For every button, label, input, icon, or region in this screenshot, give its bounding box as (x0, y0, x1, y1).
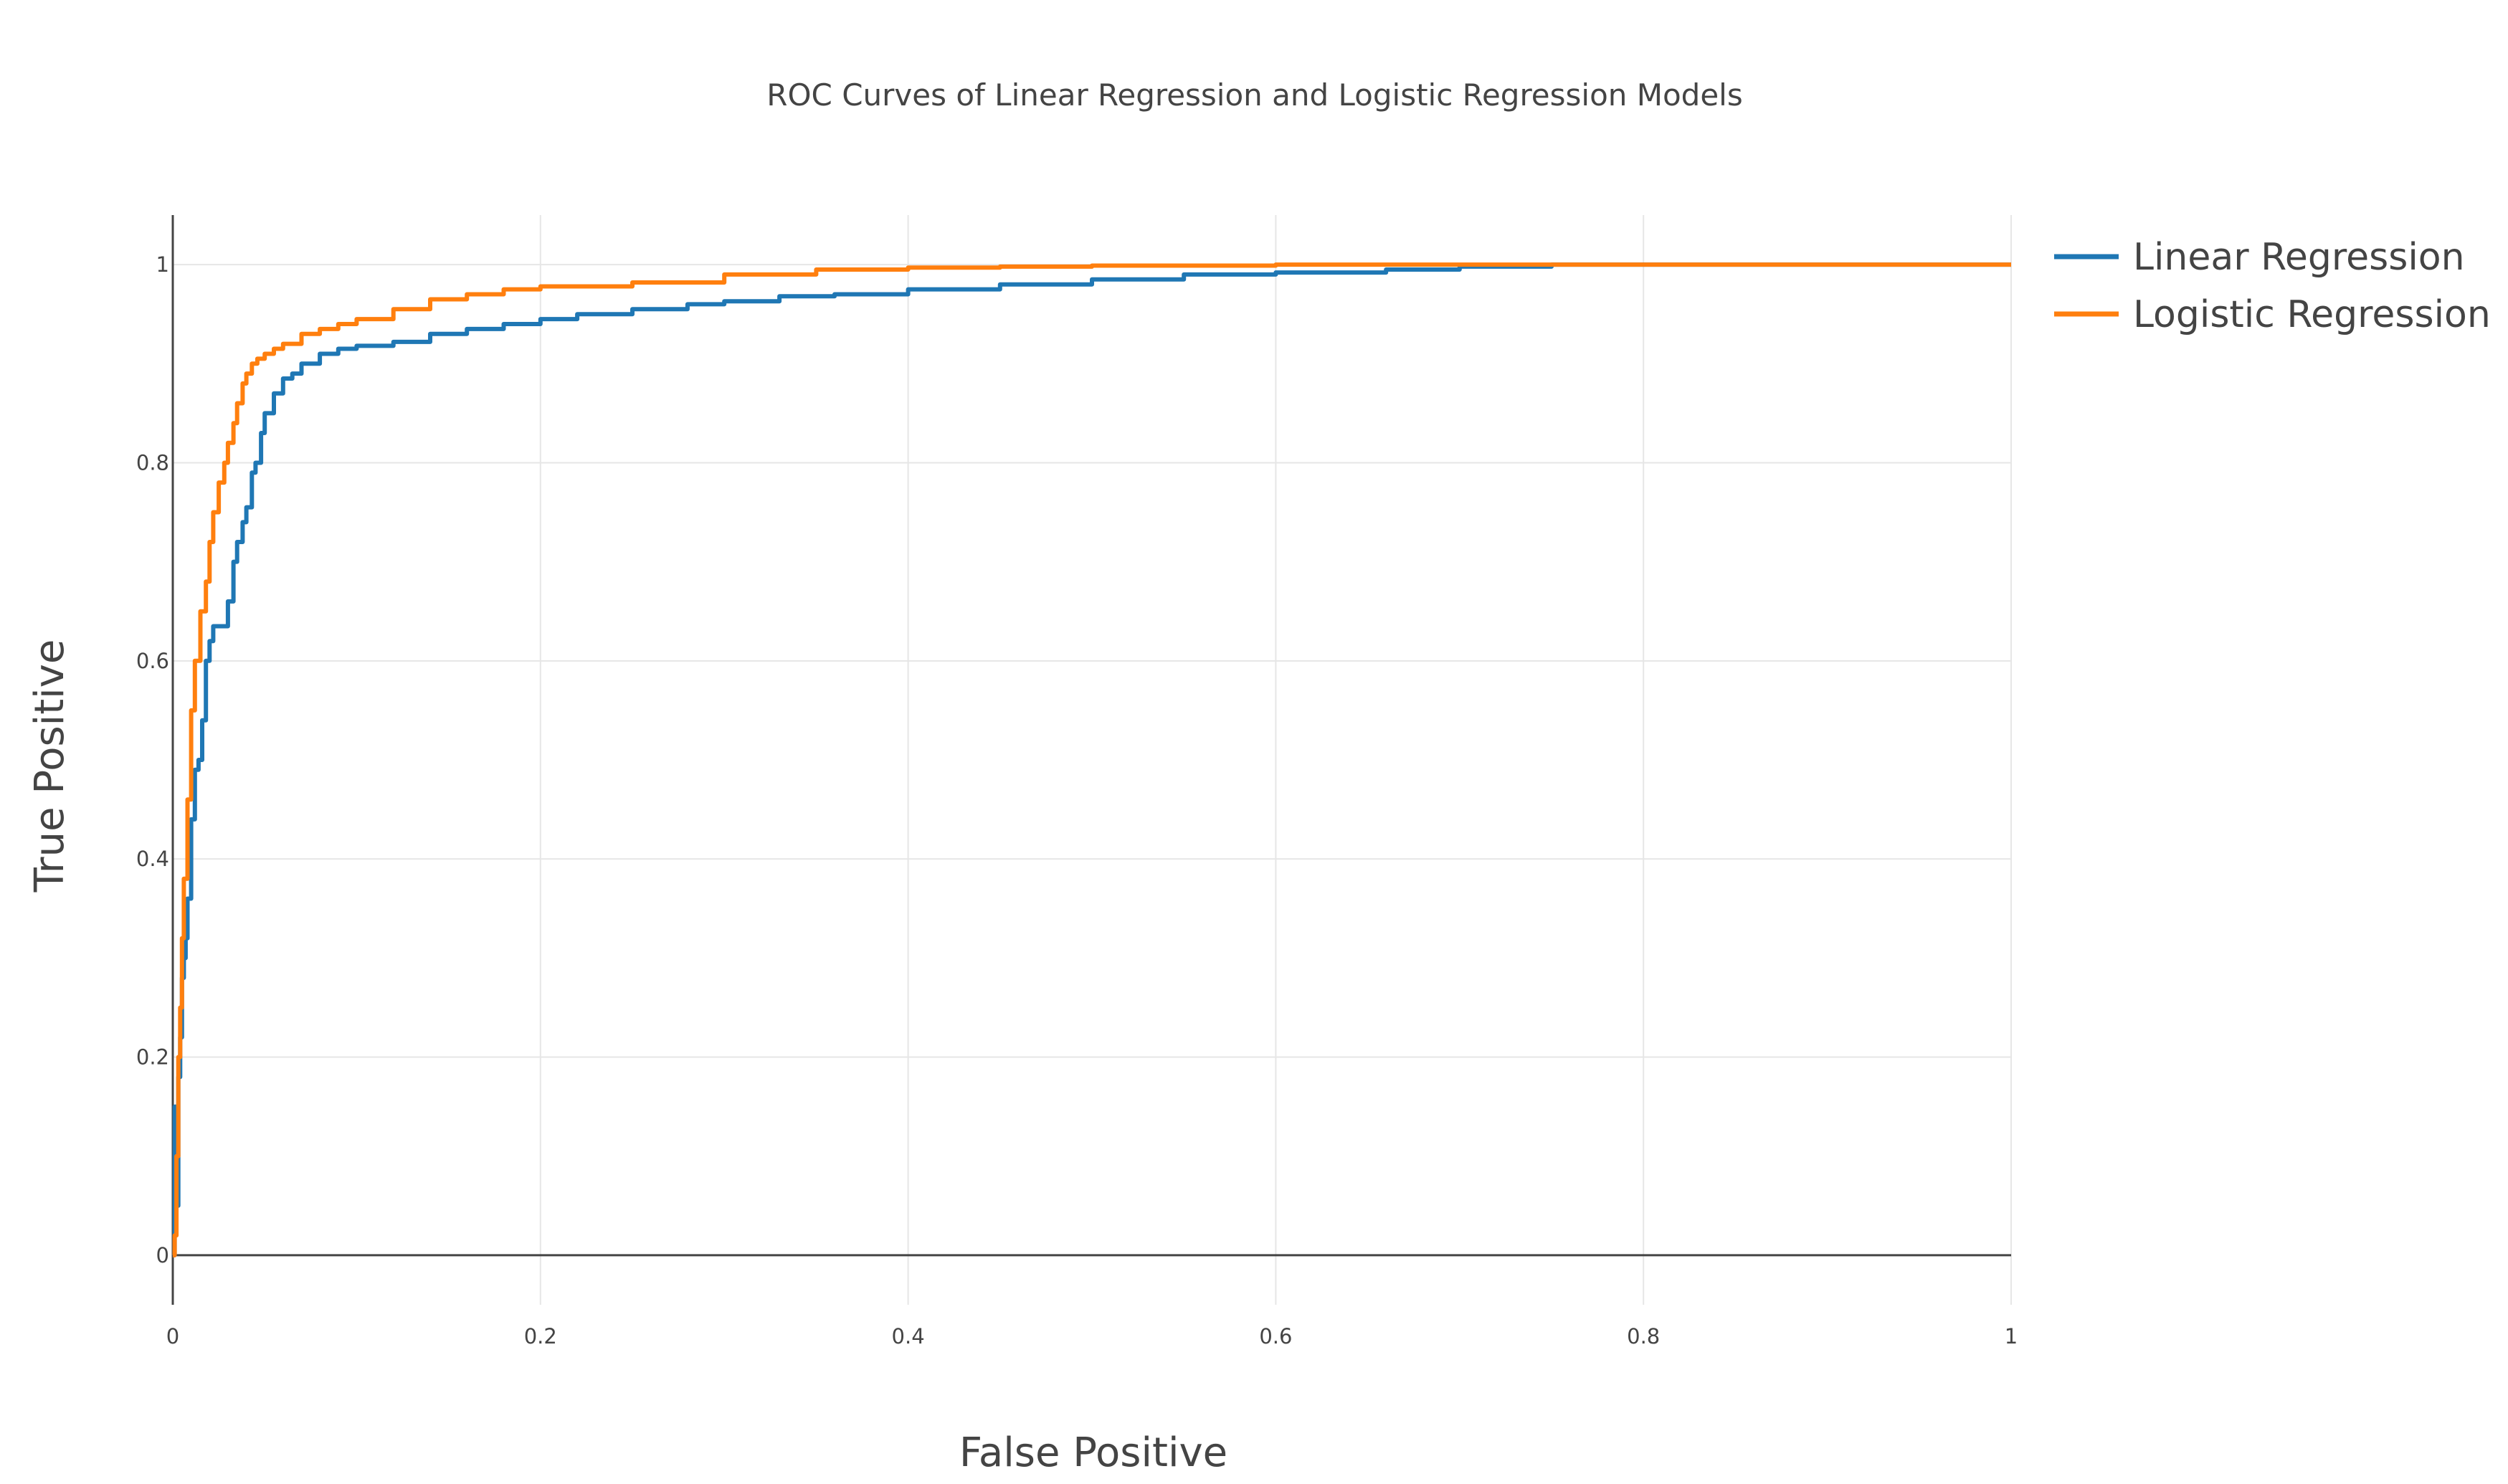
legend-label: Linear Regression (2133, 236, 2465, 279)
y-tick-label: 0.2 (136, 1045, 169, 1070)
series-line-2 (172, 262, 2011, 1257)
gridlines (173, 215, 2012, 1305)
y-tick-label: 1 (156, 252, 169, 277)
y-axis-title: True Positive (27, 639, 73, 893)
x-tick-label: 1 (2005, 1324, 2018, 1349)
x-tick-label: 0.2 (524, 1324, 557, 1349)
x-tick-label: 0.4 (892, 1324, 925, 1349)
x-tick-label: 0.8 (1627, 1324, 1660, 1349)
x-tick-labels: 0 0.2 0.4 0.6 0.8 1 (166, 1324, 2018, 1349)
x-tick-label: 0 (166, 1324, 179, 1349)
legend: Linear Regression Logistic Regression (2054, 236, 2491, 336)
series-layer (172, 262, 2011, 1257)
series-line-1 (172, 262, 2011, 1257)
y-tick-label: 0.6 (136, 649, 169, 673)
legend-label: Logistic Regression (2133, 293, 2491, 336)
y-tick-label: 0 (156, 1243, 169, 1267)
chart-title: ROC Curves of Linear Regression and Logi… (766, 77, 1742, 113)
y-tick-labels: 0 0.2 0.4 0.6 0.8 1 (136, 252, 169, 1267)
y-tick-label: 0.4 (136, 847, 169, 871)
x-axis-title: False Positive (959, 1430, 1227, 1476)
x-tick-label: 0.6 (1259, 1324, 1292, 1349)
y-tick-label: 0.8 (136, 450, 169, 475)
